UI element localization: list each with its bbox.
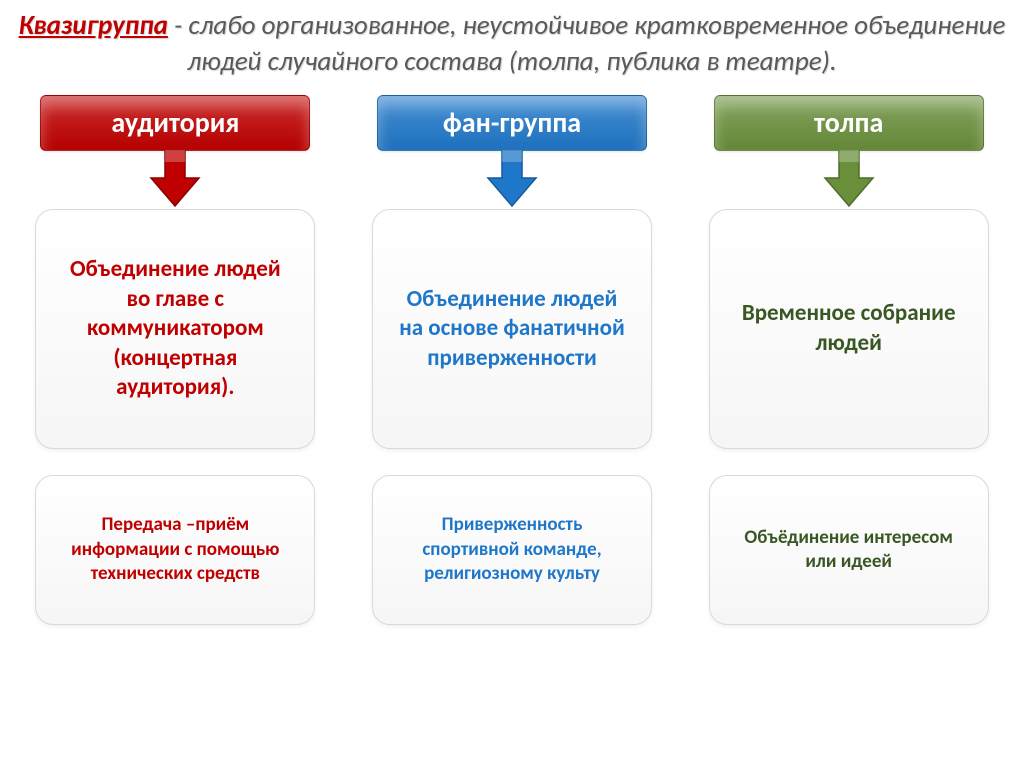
arrow-audience bbox=[145, 149, 205, 209]
header-crowd: толпа bbox=[714, 95, 984, 151]
column-crowd: толпа Временное собрание людей Объёдинен… bbox=[701, 95, 996, 625]
card-fangroup-detail: Приверженность спортивной команде, религ… bbox=[372, 475, 652, 625]
arrow-fangroup bbox=[482, 149, 542, 209]
title-definition: - слабо организованное, неустойчивое кра… bbox=[168, 9, 1006, 78]
header-audience: аудитория bbox=[40, 95, 310, 151]
title-term: Квазигруппа bbox=[19, 9, 168, 42]
column-fangroup: фан-группа Объединение людей на основе ф… bbox=[365, 95, 660, 625]
title: Квазигруппа - слабо организованное, неус… bbox=[18, 8, 1006, 81]
header-fangroup: фан-группа bbox=[377, 95, 647, 151]
column-audience: аудитория Объединение людей во главе с к… bbox=[28, 95, 323, 625]
card-audience-def: Объединение людей во главе с коммуникато… bbox=[35, 209, 315, 449]
arrow-crowd bbox=[819, 149, 879, 209]
card-crowd-detail: Объёдинение интересом или идеей bbox=[709, 475, 989, 625]
card-fangroup-def: Объединение людей на основе фанатичной п… bbox=[372, 209, 652, 449]
columns: аудитория Объединение людей во главе с к… bbox=[18, 95, 1006, 625]
card-audience-detail: Передача –приём информации с помощью тех… bbox=[35, 475, 315, 625]
card-crowd-def: Временное собрание людей bbox=[709, 209, 989, 449]
